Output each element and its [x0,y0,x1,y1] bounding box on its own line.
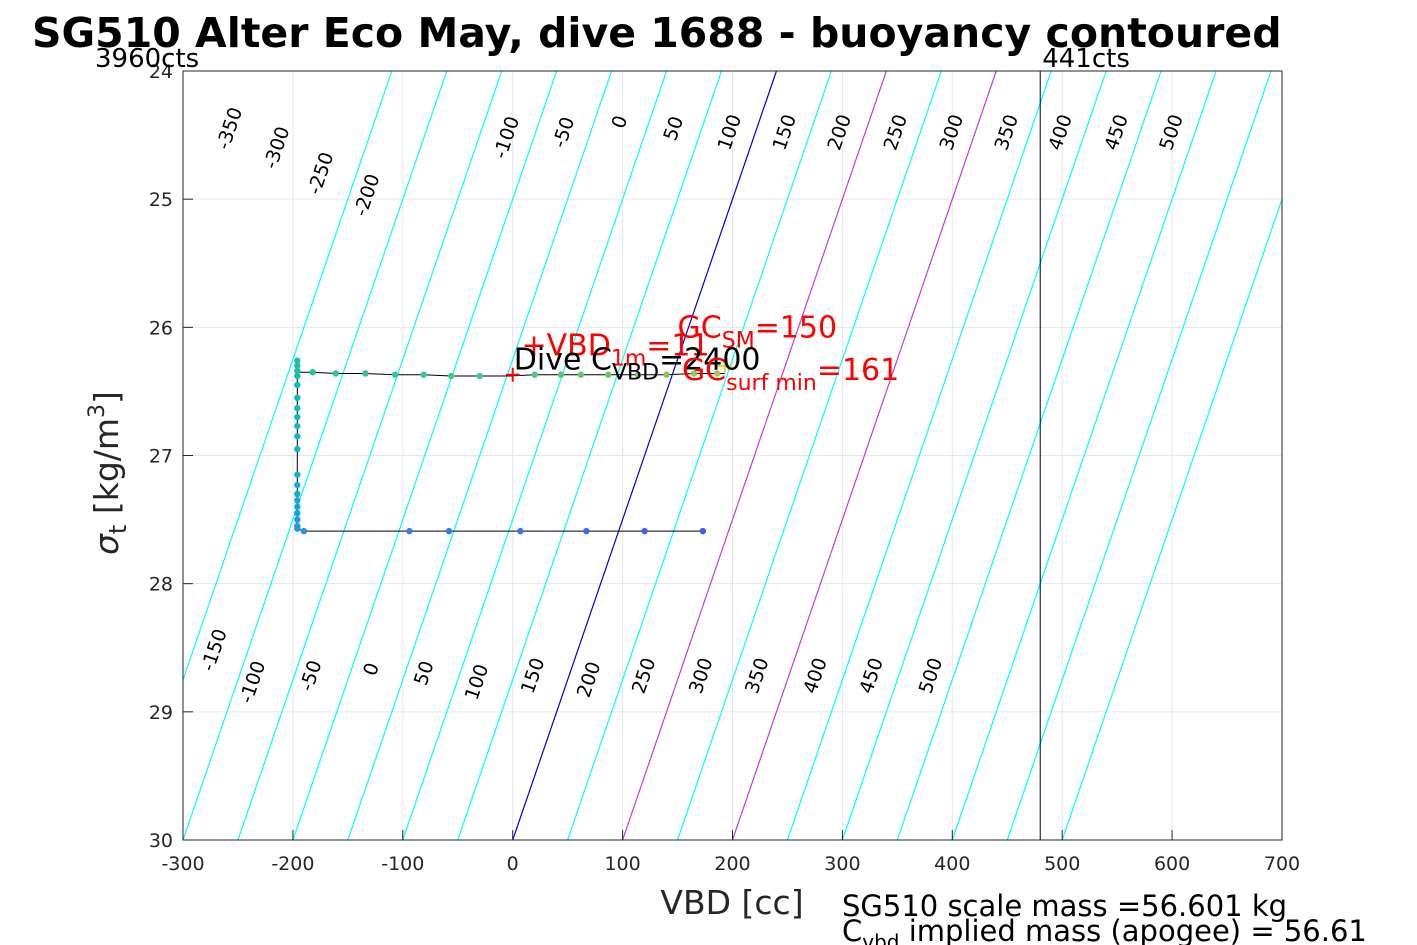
gc-sm-annotation: GCSM=150 [678,311,838,354]
x-axis-label: VBD [cc] [660,883,803,922]
data-point [699,527,707,535]
vbd-1m-annotation: +VBD1m=11 [521,329,709,372]
markers [505,358,732,382]
y-axis-units-sup: 3 [85,404,110,418]
data-point [294,394,301,402]
data-point [294,445,301,453]
data-point [690,370,698,377]
contour-line [567,71,832,840]
data-point [294,413,301,421]
y-axis-sigma-sub: t [104,525,132,534]
dive-points [294,357,721,535]
dive-cvbd-annotation: Dive CVBD=2400 [514,343,761,386]
data-point [531,371,538,378]
data-point [557,371,565,378]
y-tick-label: 26 [149,317,173,339]
data-point [583,527,590,535]
contour-line [676,71,942,840]
data-point [332,370,339,377]
x-tick-label: 400 [934,853,970,875]
data-point [447,372,455,380]
data-point [362,370,369,377]
x-tick-label: 300 [824,853,860,875]
gc-marker [717,358,732,373]
data-point [517,527,524,535]
y-axis-sigma: σ [87,533,126,555]
vbd-1m-marker [505,367,520,382]
contour-line [951,71,1217,840]
contour-line [183,71,393,682]
data-point [294,509,301,517]
contour-line [731,71,997,840]
y-tick-label: 27 [149,446,173,468]
x-tick-label: 700 [1264,853,1300,875]
x-tick-label: -300 [161,853,204,875]
data-point [294,381,301,389]
data-point [294,372,301,380]
gc-surf-min-annotation: GCsurf min=161 [682,353,899,396]
data-point [391,371,399,378]
chart-title: SG510 Alter Eco May, dive 1688 - buoyanc… [32,9,1282,57]
x-tick-label: 200 [714,853,750,875]
contour-line [402,71,668,840]
x-tick-label: 600 [1154,853,1190,875]
vbd-count-max-label: 441cts [1042,44,1130,74]
scale-mass-footnote: SG510 scale mass =56.601 kg [842,889,1287,923]
data-point [420,371,427,378]
data-point [445,527,453,535]
data-point [641,527,648,535]
implied-mass-footnote: Cvbd implied mass (apogee) = 56.61 [842,914,1367,945]
contour-line [347,71,613,840]
x-tick-label: 100 [604,853,640,875]
data-point [294,471,301,478]
contour-line [292,71,558,840]
data-point [294,522,301,530]
contour-line [237,71,503,840]
vbd-count-min-label: 3960cts [95,44,199,74]
data-point [294,362,301,369]
y-tick-label: 25 [149,189,173,211]
y-tick-label: 24 [149,61,173,83]
x-tick-label: -100 [381,853,424,875]
data-point [294,367,301,375]
data-point [605,371,612,378]
contour-line [183,71,448,840]
data-point [294,422,301,430]
data-point [300,527,308,535]
data-point [476,372,483,380]
x-tick-label: 0 [507,853,519,875]
contour-line [841,71,1107,840]
data-point [294,490,301,498]
contour-line [622,71,887,840]
contour-line [1006,71,1272,840]
data-point [294,404,301,412]
contour-line [786,71,1052,840]
contour-lines [183,71,1282,840]
data-point [406,527,413,535]
data-point [294,516,301,523]
data-point [294,503,301,510]
y-axis-units: [kg/m [87,418,126,514]
x-tick-label: 500 [1044,853,1080,875]
data-point [294,497,301,504]
y-tick-label: 29 [149,702,173,724]
y-tick-label: 28 [149,574,173,596]
data-point [634,371,642,378]
data-point [294,357,301,364]
data-point [713,370,721,377]
data-point [294,433,301,440]
contour-line [896,71,1162,840]
y-axis-label: σt [kg/m3] [85,391,132,555]
y-axis-units-close: ] [87,391,126,404]
x-tick-label: -200 [271,853,314,875]
y-tick-label: 30 [149,830,173,852]
contour-line [457,71,723,840]
data-point [663,371,670,378]
data-point [309,368,316,376]
axes: -300 -200 -100 0 100 200 300 400 500 600 700 24 25 26… [149,61,1300,875]
data-point [294,481,301,489]
contour-line [512,71,778,840]
data-point [577,371,585,378]
